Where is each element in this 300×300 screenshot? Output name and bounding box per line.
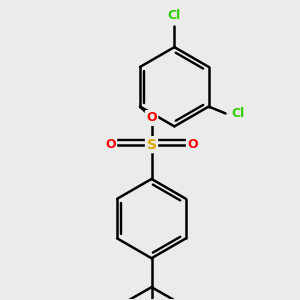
Text: O: O bbox=[105, 138, 116, 151]
Text: Cl: Cl bbox=[168, 9, 181, 22]
Text: S: S bbox=[146, 138, 157, 152]
Text: O: O bbox=[146, 112, 157, 124]
Text: O: O bbox=[188, 138, 198, 151]
Text: Cl: Cl bbox=[232, 107, 245, 120]
